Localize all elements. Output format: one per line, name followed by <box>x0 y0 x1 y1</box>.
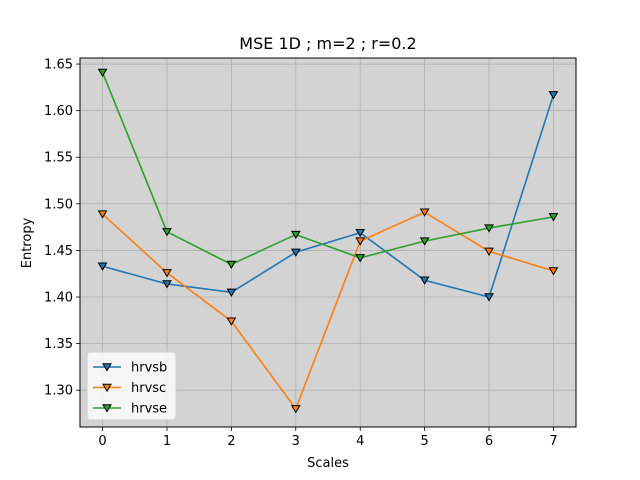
data-point-hrvsc <box>97 210 108 219</box>
data-point-hrvse <box>419 237 430 246</box>
y-tick-label: 1.45 <box>44 244 73 259</box>
data-point-hrvsc <box>162 269 172 278</box>
data-point-hrvsb <box>355 229 366 238</box>
data-point-hrvse <box>226 260 237 269</box>
data-point-hrvsb <box>419 276 430 285</box>
x-tick-label: 0 <box>98 434 106 449</box>
x-tick-label: 4 <box>356 434 364 449</box>
data-point-hrvse <box>97 68 108 78</box>
data-point-hrvsc <box>226 317 237 326</box>
data-point-hrvsb <box>162 280 172 289</box>
y-tick-label: 1.65 <box>44 58 73 73</box>
series-hrvsc <box>97 208 559 414</box>
series-hrvse <box>97 68 559 269</box>
data-point-hrvsb <box>548 91 559 100</box>
data-point-hrvsc <box>419 208 430 217</box>
data-point-hrvsb <box>290 248 301 257</box>
data-point-hrvse <box>162 228 172 237</box>
x-tick-label: 3 <box>292 434 300 449</box>
data-point-hrvse <box>548 213 559 222</box>
data-point-hrvsb <box>484 293 494 302</box>
x-tick-label: 7 <box>549 434 557 449</box>
legend-item-hrvsb: hrvsb <box>93 361 167 376</box>
y-axis-title: Entropy <box>20 217 35 268</box>
data-point-hrvsc <box>484 247 494 256</box>
y-tick-label: 1.50 <box>44 197 73 212</box>
y-tick-label: 1.55 <box>44 151 73 166</box>
plot-frame <box>79 57 577 428</box>
x-tick-label: 5 <box>420 434 428 449</box>
data-point-hrvse <box>355 254 366 263</box>
data-point-hrvsb <box>97 262 108 271</box>
legend-label: hrvse <box>131 402 167 417</box>
data-point-hrvsb <box>226 288 237 297</box>
x-tick-label: 2 <box>227 434 235 449</box>
series-lines <box>97 68 559 414</box>
x-axis-title: Scales <box>307 456 349 471</box>
data-point-hrvsc <box>355 237 366 246</box>
axis-ticks: 0 1 2 3 4 5 6 7 1.30 1.35 1.40 1.45 1.50 1.55 1.60 1.65 <box>44 58 558 449</box>
legend-label: hrvsb <box>131 361 167 376</box>
data-point-hrvsc <box>290 405 301 414</box>
legend-label: hrvsc <box>131 381 166 396</box>
series-line-hrvsb <box>102 94 555 298</box>
legend-marker <box>102 383 112 393</box>
legend-marker <box>102 404 112 413</box>
series-hrvsb <box>97 91 559 302</box>
x-tick-label: 1 <box>163 434 171 449</box>
y-tick-label: 1.40 <box>44 291 73 306</box>
series-line-hrvsc <box>102 211 554 411</box>
y-tick-label: 1.35 <box>44 337 73 352</box>
chart-title: MSE 1D ; m=2 ; r=0.2 <box>239 34 416 53</box>
legend-box <box>86 351 177 421</box>
data-point-hrvsc <box>548 267 559 276</box>
y-tick-label: 1.60 <box>44 104 73 119</box>
data-point-hrvse <box>290 230 301 240</box>
data-point-hrvse <box>484 224 494 233</box>
legend-item-hrvse: hrvse <box>93 402 167 417</box>
series-line-hrvse <box>101 72 554 266</box>
legend: hrvsb hrvsc hrvse <box>86 351 177 421</box>
legend-item-hrvsc: hrvsc <box>93 381 166 396</box>
x-tick-label: 6 <box>485 434 493 449</box>
y-tick-label: 1.30 <box>44 384 73 399</box>
legend-marker <box>102 363 112 372</box>
